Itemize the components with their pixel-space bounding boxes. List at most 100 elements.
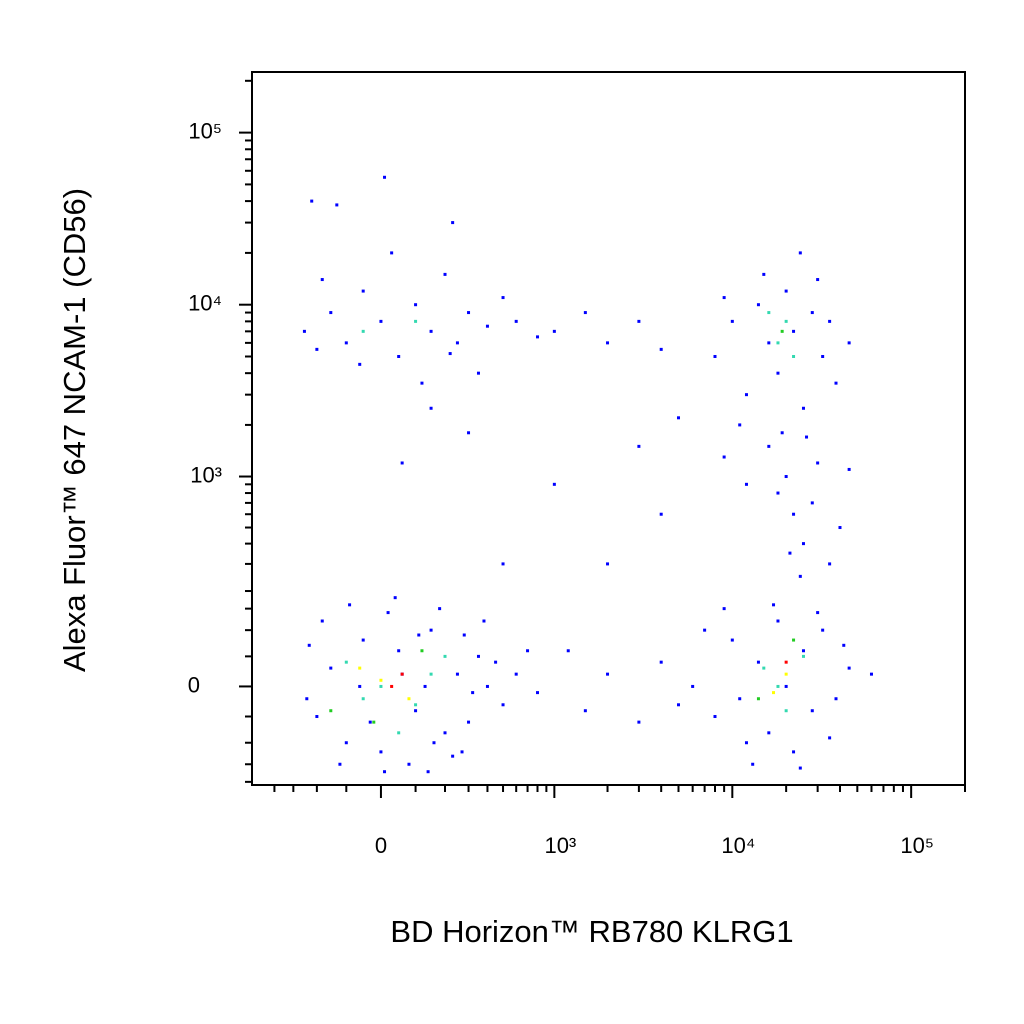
data-point bbox=[471, 691, 475, 695]
data-point bbox=[358, 666, 362, 670]
data-point bbox=[302, 329, 306, 333]
data-point bbox=[426, 770, 430, 774]
data-point bbox=[730, 638, 734, 642]
data-point bbox=[767, 311, 771, 315]
data-point bbox=[390, 251, 394, 255]
data-point bbox=[393, 596, 397, 600]
data-point bbox=[400, 461, 404, 465]
data-point bbox=[784, 672, 788, 676]
data-point bbox=[372, 720, 376, 724]
data-point bbox=[358, 684, 362, 688]
data-point bbox=[315, 715, 319, 719]
data-point bbox=[847, 467, 851, 471]
data-point bbox=[462, 633, 466, 637]
data-point bbox=[784, 684, 788, 688]
data-point bbox=[713, 715, 717, 719]
data-point bbox=[467, 311, 471, 315]
data-point bbox=[677, 703, 681, 707]
y-tick-label: 0 bbox=[188, 672, 200, 697]
plot-frame bbox=[251, 71, 966, 786]
data-point bbox=[776, 491, 780, 495]
data-point bbox=[386, 611, 390, 615]
data-point bbox=[788, 551, 792, 555]
data-point bbox=[834, 697, 838, 701]
data-point bbox=[407, 762, 411, 766]
data-point bbox=[329, 311, 333, 315]
data-point bbox=[320, 278, 324, 282]
data-point bbox=[842, 643, 846, 647]
data-point bbox=[368, 720, 372, 724]
data-point bbox=[767, 731, 771, 735]
data-point bbox=[397, 649, 401, 653]
data-point bbox=[414, 709, 418, 713]
data-point bbox=[467, 431, 471, 435]
data-point bbox=[805, 435, 809, 439]
y-tick-label: 10⁴ bbox=[188, 291, 222, 316]
data-point bbox=[838, 526, 842, 530]
data-point bbox=[305, 697, 309, 701]
data-point bbox=[637, 444, 641, 448]
data-point bbox=[397, 354, 401, 358]
data-point bbox=[501, 562, 505, 566]
data-point bbox=[583, 709, 587, 713]
data-point bbox=[501, 296, 505, 300]
data-point bbox=[869, 672, 873, 676]
data-point bbox=[801, 406, 805, 410]
x-tick-label: 0 bbox=[375, 833, 387, 858]
data-point bbox=[834, 381, 838, 385]
data-point bbox=[383, 175, 387, 179]
data-point bbox=[467, 720, 471, 724]
data-point bbox=[361, 638, 365, 642]
data-point bbox=[414, 319, 418, 323]
data-point bbox=[329, 666, 333, 670]
data-point bbox=[390, 684, 394, 688]
data-point bbox=[338, 762, 342, 766]
data-point bbox=[566, 649, 570, 653]
data-point bbox=[429, 329, 433, 333]
y-axis-title: Alexa Fluor™ 647 NCAM-1 (CD56) bbox=[57, 188, 92, 672]
data-point bbox=[784, 289, 788, 293]
data-point bbox=[744, 393, 748, 397]
data-point bbox=[776, 619, 780, 623]
data-point bbox=[320, 619, 324, 623]
data-point bbox=[397, 731, 401, 735]
data-point bbox=[798, 766, 802, 770]
data-point bbox=[784, 660, 788, 664]
data-point bbox=[358, 362, 362, 366]
data-point bbox=[762, 666, 766, 670]
data-point bbox=[443, 272, 447, 276]
x-axis-title: BD Horizon™ RB780 KLRG1 bbox=[390, 914, 793, 949]
data-point bbox=[329, 709, 333, 713]
data-point bbox=[780, 431, 784, 435]
data-point bbox=[767, 341, 771, 345]
data-point bbox=[482, 619, 486, 623]
data-point bbox=[821, 628, 825, 632]
data-point bbox=[379, 684, 383, 688]
data-point bbox=[606, 672, 610, 676]
data-point bbox=[772, 603, 776, 607]
data-point bbox=[606, 562, 610, 566]
data-point bbox=[432, 741, 436, 745]
data-point bbox=[637, 319, 641, 323]
data-point bbox=[536, 691, 540, 695]
data-point bbox=[420, 649, 424, 653]
data-point bbox=[703, 628, 707, 632]
data-point bbox=[344, 341, 348, 345]
data-point bbox=[659, 660, 663, 664]
data-point bbox=[659, 347, 663, 351]
data-point bbox=[792, 638, 796, 642]
data-point bbox=[315, 347, 319, 351]
data-point bbox=[784, 319, 788, 323]
data-point bbox=[501, 703, 505, 707]
data-point bbox=[414, 703, 418, 707]
data-point bbox=[414, 303, 418, 307]
data-point bbox=[344, 741, 348, 745]
data-point bbox=[756, 660, 760, 664]
data-point bbox=[828, 736, 832, 740]
data-point bbox=[784, 475, 788, 479]
x-tick-label: 10³ bbox=[544, 833, 576, 858]
data-point bbox=[361, 697, 365, 701]
data-point bbox=[798, 251, 802, 255]
data-point bbox=[307, 643, 311, 647]
data-point bbox=[423, 684, 427, 688]
